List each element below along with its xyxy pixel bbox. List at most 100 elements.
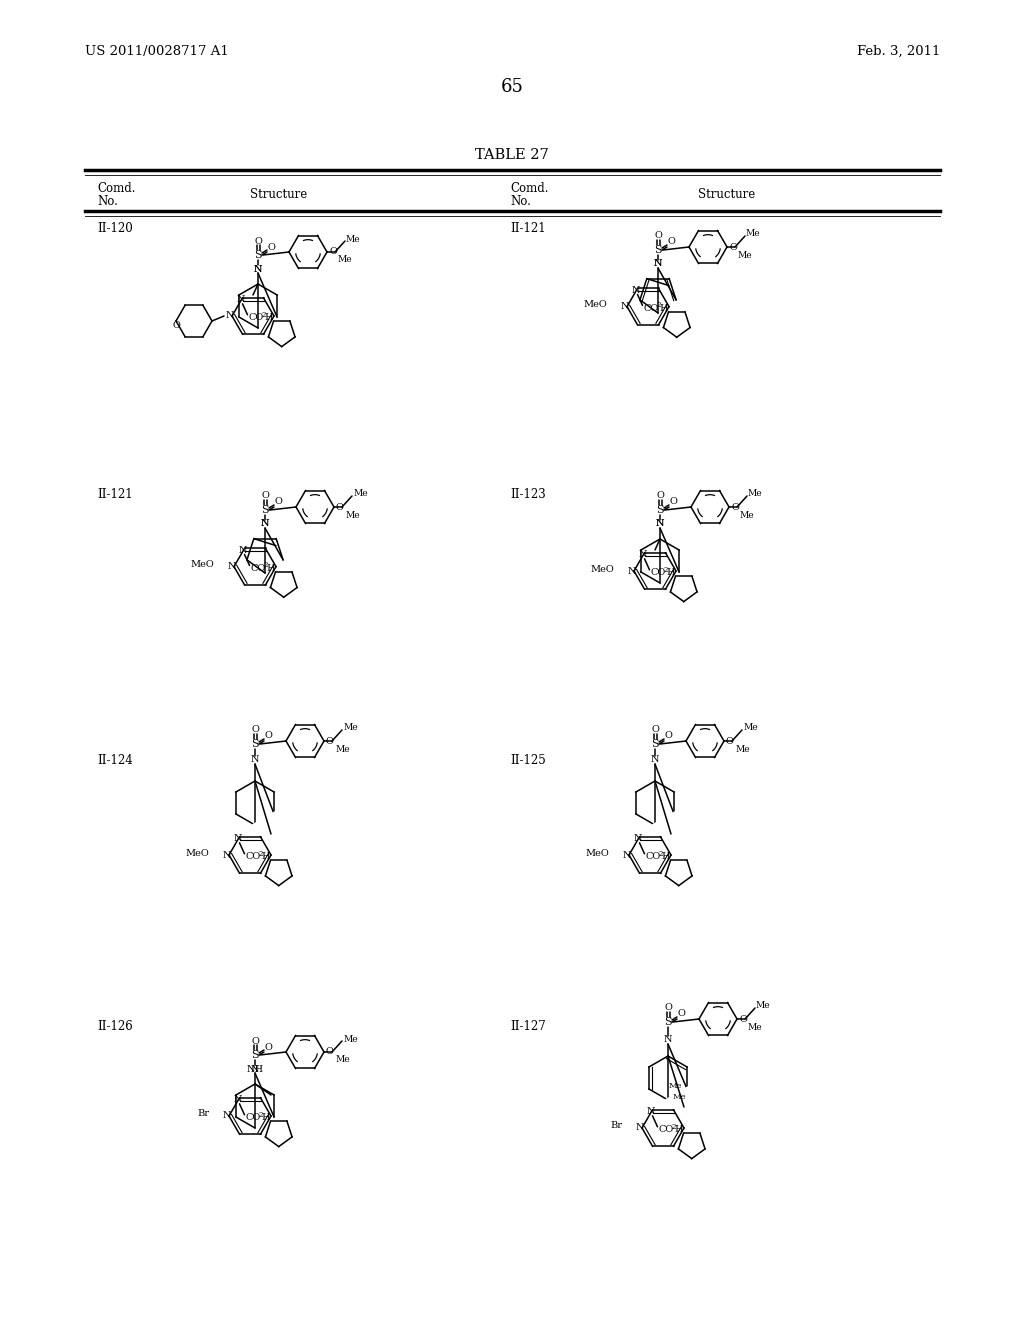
Text: 2: 2 [664, 566, 668, 574]
Text: 2: 2 [672, 1123, 676, 1131]
Text: N: N [251, 755, 259, 764]
Text: O: O [261, 491, 269, 500]
Text: II-121: II-121 [97, 488, 133, 502]
Text: N: N [261, 520, 269, 528]
Text: Br: Br [197, 1110, 209, 1118]
Text: O: O [274, 498, 282, 507]
Text: H: H [659, 304, 668, 313]
Text: MeO: MeO [590, 565, 614, 573]
Text: N: N [233, 834, 242, 843]
Text: 2: 2 [258, 1111, 263, 1119]
Text: S: S [651, 739, 658, 748]
Text: O: O [731, 503, 739, 511]
Text: CO: CO [658, 1126, 674, 1134]
Text: O: O [669, 498, 677, 507]
Text: N: N [653, 260, 663, 268]
Text: O: O [664, 731, 672, 741]
Text: Me: Me [740, 511, 755, 520]
Text: II-127: II-127 [510, 1020, 546, 1034]
Text: Comd.: Comd. [510, 182, 549, 195]
Text: N: N [251, 1064, 259, 1073]
Text: Me: Me [345, 511, 359, 520]
Text: H: H [266, 564, 275, 573]
Text: CO: CO [246, 853, 261, 862]
Text: II-121: II-121 [510, 222, 546, 235]
Text: US 2011/0028717 A1: US 2011/0028717 A1 [85, 45, 228, 58]
Text: O: O [739, 1015, 746, 1023]
Text: N: N [225, 312, 234, 321]
Text: Me: Me [746, 230, 761, 239]
Text: Me: Me [748, 1023, 763, 1031]
Text: O: O [172, 322, 180, 330]
Text: N: N [621, 302, 630, 312]
Text: 2: 2 [261, 310, 266, 319]
Text: Me: Me [338, 256, 352, 264]
Text: H: H [675, 1126, 683, 1134]
Text: Me: Me [335, 744, 349, 754]
Text: O: O [667, 238, 675, 247]
Text: O: O [264, 731, 272, 741]
Text: N: N [227, 562, 237, 572]
Text: O: O [326, 737, 334, 746]
Text: Comd.: Comd. [97, 182, 135, 195]
Text: O: O [251, 1036, 259, 1045]
Text: NH: NH [247, 1064, 263, 1073]
Text: Structure: Structure [698, 187, 756, 201]
Text: N: N [254, 264, 262, 273]
Text: Me: Me [335, 1056, 349, 1064]
Text: S: S [251, 739, 259, 748]
Text: O: O [329, 248, 337, 256]
Text: O: O [251, 726, 259, 734]
Text: Me: Me [738, 251, 753, 260]
Text: N: N [223, 850, 231, 859]
Text: MeO: MeO [584, 300, 607, 309]
Text: Me: Me [743, 723, 758, 733]
Text: H: H [264, 313, 273, 322]
Text: Br: Br [610, 1122, 622, 1130]
Text: MeO: MeO [190, 560, 214, 569]
Text: Me: Me [353, 490, 368, 499]
Text: N: N [650, 755, 659, 764]
Text: O: O [677, 1010, 685, 1019]
Text: N: N [239, 546, 247, 554]
Text: N: N [237, 296, 245, 305]
Text: CO: CO [251, 564, 266, 573]
Text: N: N [636, 1123, 644, 1133]
Text: H: H [662, 853, 670, 862]
Text: No.: No. [510, 195, 530, 209]
Text: CO: CO [249, 313, 264, 322]
Text: II-123: II-123 [510, 488, 546, 502]
Text: Me: Me [343, 723, 357, 733]
Text: II-126: II-126 [97, 1020, 133, 1034]
Text: N: N [653, 260, 663, 268]
Text: Me: Me [669, 1082, 682, 1090]
Text: CO: CO [650, 569, 666, 577]
Text: O: O [254, 236, 262, 246]
Text: N: N [633, 834, 642, 843]
Text: N: N [631, 286, 640, 294]
Text: Me: Me [346, 235, 360, 243]
Text: S: S [665, 1016, 672, 1027]
Text: MeO: MeO [185, 849, 209, 858]
Text: Me: Me [748, 490, 763, 499]
Text: H: H [261, 853, 270, 862]
Text: O: O [264, 1043, 272, 1052]
Text: Me: Me [735, 744, 750, 754]
Text: 65: 65 [501, 78, 523, 96]
Text: O: O [729, 243, 737, 252]
Text: N: N [233, 1096, 242, 1105]
Text: O: O [651, 726, 658, 734]
Text: N: N [261, 520, 269, 528]
Text: II-125: II-125 [510, 754, 546, 767]
Text: II-124: II-124 [97, 754, 133, 767]
Text: S: S [261, 506, 269, 515]
Text: II-120: II-120 [97, 222, 133, 235]
Text: O: O [326, 1048, 334, 1056]
Text: Me: Me [756, 1002, 771, 1011]
Text: Me: Me [343, 1035, 357, 1044]
Text: No.: No. [97, 195, 118, 209]
Text: Structure: Structure [250, 187, 307, 201]
Text: H: H [667, 569, 675, 577]
Text: S: S [656, 506, 664, 515]
Text: O: O [664, 1003, 672, 1012]
